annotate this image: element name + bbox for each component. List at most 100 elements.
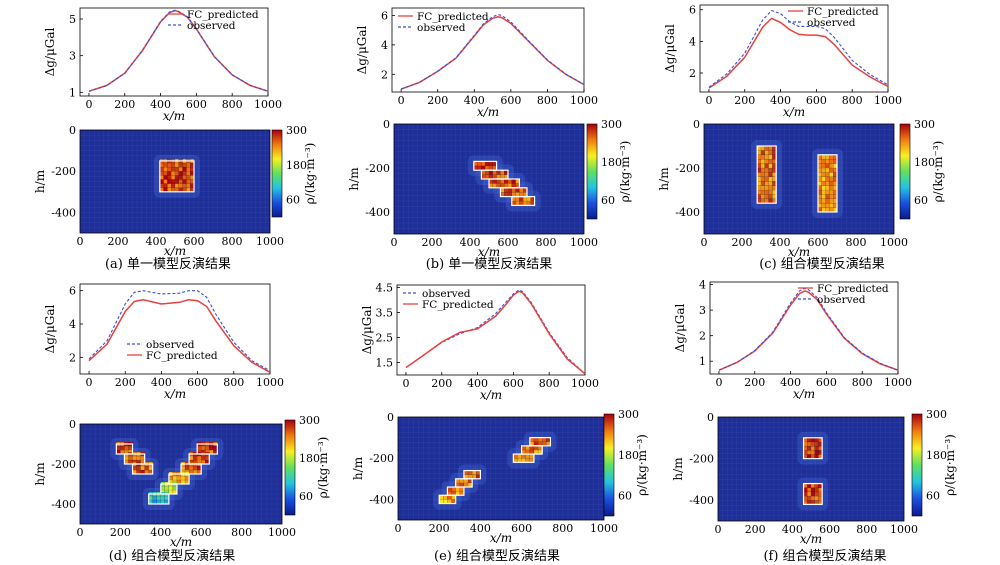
density-cell (492, 178, 497, 184)
y-tick-label: 4 (381, 39, 388, 52)
y-tick-label: 4 (699, 279, 706, 292)
x-tick-label: 0 (77, 235, 84, 248)
y-tick-label: 2 (381, 68, 388, 81)
density-cell (829, 185, 834, 191)
density-cell (485, 174, 490, 180)
y-axis-label: Δg/μGal (355, 25, 369, 74)
density-cell (507, 192, 512, 197)
density-cell (160, 499, 165, 505)
density-cell (451, 491, 456, 496)
x-tick-label: 400 (151, 376, 172, 389)
density-cell (172, 475, 178, 481)
legend-label: FC_predicted (807, 6, 879, 18)
x-tick-label: 200 (114, 98, 135, 111)
density-cell (807, 483, 812, 488)
density-cell (463, 482, 469, 488)
panel-f: 0 200 400 600 800 10001234x/mΔg/μGalFC_predic… (671, 279, 957, 564)
x-tick-label: 1000 (571, 377, 599, 390)
panel-e: 0 200 400 600 800 10001.52.53.54.5x/mΔg/μGalo… (351, 282, 649, 565)
density-cell (171, 162, 176, 168)
x-axis-label: x/m (783, 105, 805, 119)
density-cell (178, 171, 183, 176)
x-tick-label: 200 (431, 377, 452, 390)
y-tick-label: 5 (69, 13, 76, 26)
x-tick-label: 400 (467, 377, 488, 390)
x-axis-label: x/m (164, 244, 186, 258)
x-tick-label: 1000 (590, 522, 618, 535)
density-cell (192, 455, 198, 461)
colorbar-tick-label: 300 (926, 408, 947, 421)
density-cell (511, 178, 516, 184)
x-tick-label: 200 (429, 522, 450, 535)
density-cell (132, 455, 137, 461)
series-line-predicted (405, 290, 586, 375)
density-cell (180, 475, 186, 481)
y-tick-label: 1 (69, 86, 76, 99)
density-cell (488, 161, 493, 166)
panel-a: 0 200 400 600 800 1000135x/mΔg/μGalFC_predict… (33, 7, 317, 272)
density-cell (171, 183, 176, 188)
density-cell (201, 455, 206, 461)
x-tick-label: 800 (846, 236, 867, 249)
x-tick-label: 0 (77, 526, 84, 539)
density-cell (476, 470, 481, 475)
density-cell (768, 154, 773, 160)
density-cell (178, 166, 183, 172)
density-cell (533, 449, 539, 455)
legend-label: observed (817, 294, 866, 306)
x-tick-label: 800 (552, 522, 573, 535)
section-background (398, 417, 604, 520)
density-cell (537, 437, 543, 442)
x-tick-label: 800 (856, 523, 877, 536)
density-cell (760, 145, 765, 151)
y-tick-label: -400 (51, 206, 76, 219)
series-line-observed (88, 9, 269, 92)
x-tick-label: 1000 (570, 94, 598, 107)
density-cell (180, 465, 186, 471)
density-cell (172, 485, 178, 491)
density-cell (764, 172, 769, 177)
density-cell (124, 455, 129, 461)
density-cell (205, 459, 210, 465)
x-axis-label: x/m (478, 245, 500, 259)
x-tick-label: 400 (770, 94, 791, 107)
section-frame (79, 129, 271, 234)
x-tick-label: 1000 (890, 523, 918, 536)
x-tick-label: 1000 (570, 236, 598, 249)
density-cell (829, 159, 834, 164)
density-cell (140, 465, 145, 471)
density-cell (472, 470, 477, 475)
density-cell (829, 194, 834, 199)
y-axis-label: h/m (33, 462, 47, 486)
panel-c: 0 200 400 600 800 1000246x/mΔg/μGalFC_predict… (657, 4, 945, 272)
y-axis-label: Δg/μGal (43, 27, 57, 76)
density-cell (176, 479, 182, 485)
density-cell (443, 495, 448, 500)
x-tick-label: 400 (770, 236, 791, 249)
x-tick-label: 0 (395, 522, 402, 535)
colorbar (603, 413, 615, 517)
density-cell (814, 483, 819, 488)
density-cell (760, 181, 765, 186)
density-cell (517, 453, 522, 459)
panel-caption: (e) 组合模型反演结果 (434, 548, 560, 564)
density-cell (768, 163, 773, 169)
density-cell (829, 207, 834, 213)
colorbar-tick-label: 300 (299, 414, 320, 427)
colorbar (586, 123, 598, 220)
density-cell (807, 450, 812, 455)
density-cell (821, 172, 826, 177)
density-cell (821, 194, 826, 199)
model-block-outline (817, 154, 838, 213)
density-cell (810, 450, 815, 455)
density-cell (760, 163, 765, 169)
density-cell (201, 445, 206, 451)
colorbar-tick-label: 60 (926, 490, 940, 503)
density-cell (140, 455, 145, 461)
density-cell (525, 458, 530, 463)
x-tick-label: 200 (427, 94, 448, 107)
density-section-heatmap: 0 200 400 600 800 1000 0 -200 -400 x/m h/m 300 180 60… (347, 118, 632, 259)
density-cell (205, 455, 210, 461)
plot-frame (391, 7, 585, 93)
